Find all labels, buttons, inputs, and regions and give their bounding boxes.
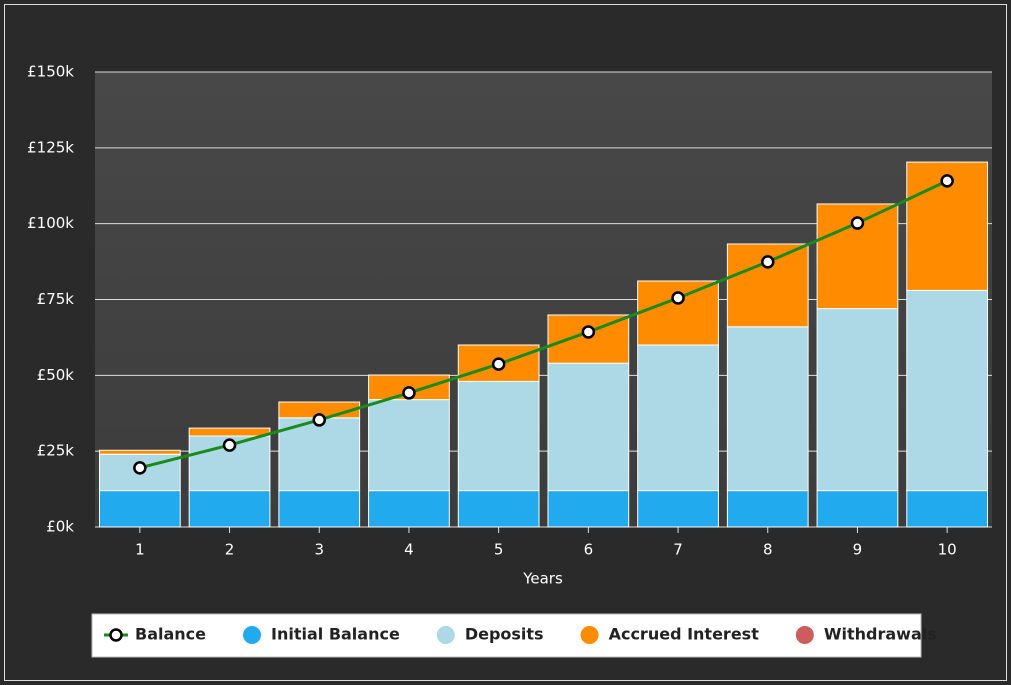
y-tick-label: £0k — [46, 518, 74, 536]
bar-segment — [906, 490, 989, 528]
bar-segment — [637, 280, 719, 346]
legend-marker — [243, 626, 261, 644]
balance-marker — [222, 438, 237, 452]
bar-segment — [547, 490, 630, 528]
bar-segment — [637, 490, 719, 528]
balance-marker — [312, 413, 326, 427]
bar-segment — [278, 490, 361, 528]
balance-marker — [850, 216, 865, 230]
legend-label: Accrued Interest — [609, 625, 760, 644]
balance-marker — [133, 461, 147, 475]
x-tick-label: 2 — [225, 541, 235, 559]
x-tick-label: 4 — [404, 541, 414, 559]
legend-items: Balance Initial Balance Deposits Accrued In… — [104, 625, 937, 644]
x-tick-label: 6 — [584, 541, 594, 559]
x-tick-label: 7 — [673, 541, 683, 559]
bar-segment — [98, 490, 181, 528]
bar-segment — [457, 490, 540, 528]
y-tick-label: £50k — [37, 366, 75, 384]
y-tick-label: £25k — [37, 442, 75, 460]
bar-segment — [188, 427, 271, 437]
x-tick-label: 1 — [135, 541, 145, 559]
legend-marker — [795, 626, 814, 644]
y-tick-label: £150k — [27, 63, 74, 81]
bar-segment — [726, 490, 809, 528]
balance-marker — [402, 386, 416, 400]
y-tick-label: £125k — [27, 138, 74, 156]
bar-segment — [188, 490, 271, 528]
legend-label: Withdrawals — [824, 625, 937, 644]
frame — [4, 4, 1007, 681]
y-tick-label: £100k — [27, 214, 74, 232]
legend — [91, 613, 922, 658]
balance-marker — [671, 291, 685, 305]
bar-segment — [368, 490, 450, 528]
x-tick-label: 3 — [314, 541, 324, 559]
x-axis-title: Years — [522, 570, 563, 588]
bar-segment — [188, 435, 271, 492]
legend-label: Initial Balance — [271, 625, 400, 644]
y-tick-label: £75k — [37, 290, 75, 308]
x-tick-label: 9 — [853, 541, 863, 559]
bar-segment — [457, 380, 540, 492]
balance-marker — [581, 325, 596, 339]
bar-segment — [816, 308, 899, 492]
balance-marker — [491, 357, 506, 371]
bar-segment — [637, 344, 719, 492]
balance-marker — [940, 174, 954, 188]
balance-marker — [761, 255, 775, 269]
x-tick-label: 5 — [494, 541, 504, 559]
x-tick-label: 10 — [938, 541, 957, 559]
bar-segment — [547, 362, 630, 492]
balance-line — [139, 179, 948, 470]
legend-marker — [580, 626, 599, 644]
bar-segment — [816, 490, 899, 528]
x-tick-label: 8 — [763, 541, 773, 559]
bar-segment — [98, 449, 181, 455]
bar-segment — [726, 326, 809, 492]
legend-label: Balance — [135, 625, 206, 644]
bar-segment — [368, 399, 450, 492]
legend-marker — [109, 628, 123, 642]
bar-segment — [906, 289, 989, 492]
legend-marker — [436, 626, 455, 644]
legend-label: Deposits — [465, 625, 544, 644]
